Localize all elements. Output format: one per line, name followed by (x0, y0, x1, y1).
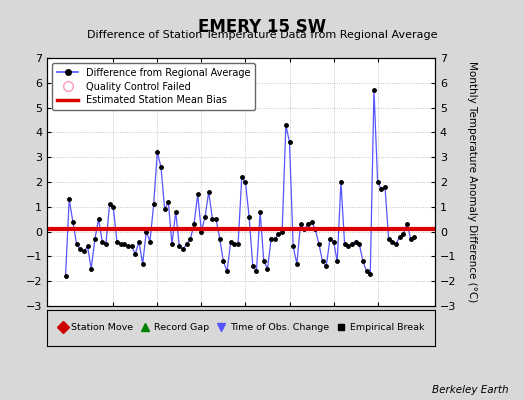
Text: EMERY 15 SW: EMERY 15 SW (198, 18, 326, 36)
Legend: Difference from Regional Average, Quality Control Failed, Estimated Station Mean: Difference from Regional Average, Qualit… (52, 63, 255, 110)
Text: Berkeley Earth: Berkeley Earth (432, 385, 508, 395)
Y-axis label: Monthly Temperature Anomaly Difference (°C): Monthly Temperature Anomaly Difference (… (467, 61, 477, 303)
Text: Difference of Station Temperature Data from Regional Average: Difference of Station Temperature Data f… (87, 30, 437, 40)
Legend: Station Move, Record Gap, Time of Obs. Change, Empirical Break: Station Move, Record Gap, Time of Obs. C… (55, 321, 427, 335)
